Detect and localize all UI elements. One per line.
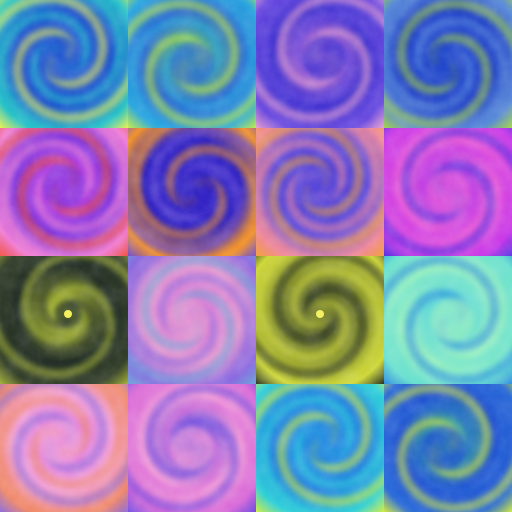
cloud-texture <box>384 256 512 384</box>
cyclone-image <box>128 0 256 128</box>
cyclone-tile <box>0 384 128 512</box>
cloud-texture <box>0 128 128 256</box>
cyclone-image <box>128 384 256 512</box>
cyclone-image <box>256 0 384 128</box>
cloud-texture <box>0 384 128 512</box>
cyclone-image <box>0 256 128 384</box>
cloud-texture <box>384 128 512 256</box>
cyclone-tile <box>256 256 384 384</box>
cloud-texture <box>0 256 128 384</box>
cyclone-tile <box>128 384 256 512</box>
cyclone-image <box>384 256 512 384</box>
cyclone-tile <box>0 128 128 256</box>
cyclone-tile <box>128 128 256 256</box>
cyclone-image <box>0 128 128 256</box>
cloud-texture <box>256 128 384 256</box>
cyclone-image <box>0 384 128 512</box>
cloud-texture <box>0 0 128 128</box>
cyclone-tile <box>384 0 512 128</box>
cyclone-tile <box>128 0 256 128</box>
cyclone-image <box>384 384 512 512</box>
cyclone-image <box>128 128 256 256</box>
cyclone-tile <box>384 256 512 384</box>
cloud-texture <box>384 384 512 512</box>
cloud-texture <box>256 256 384 384</box>
cyclone-tile <box>128 256 256 384</box>
cloud-texture <box>128 256 256 384</box>
cyclone-tile <box>256 128 384 256</box>
cloud-texture <box>128 128 256 256</box>
cyclone-image <box>256 256 384 384</box>
cloud-texture <box>256 384 384 512</box>
cyclone-tile <box>0 256 128 384</box>
cyclone-image <box>256 128 384 256</box>
cloud-texture <box>128 0 256 128</box>
cyclone-image <box>256 384 384 512</box>
cloud-texture <box>384 0 512 128</box>
cloud-texture <box>256 0 384 128</box>
cyclone-image <box>384 0 512 128</box>
cyclone-tile <box>256 384 384 512</box>
cyclone-tile <box>384 128 512 256</box>
cyclone-tile <box>256 0 384 128</box>
cyclone-tile <box>0 0 128 128</box>
cyclone-image <box>128 256 256 384</box>
cyclone-tile <box>384 384 512 512</box>
cloud-texture <box>128 384 256 512</box>
cyclone-image <box>0 0 128 128</box>
cyclone-image <box>384 128 512 256</box>
